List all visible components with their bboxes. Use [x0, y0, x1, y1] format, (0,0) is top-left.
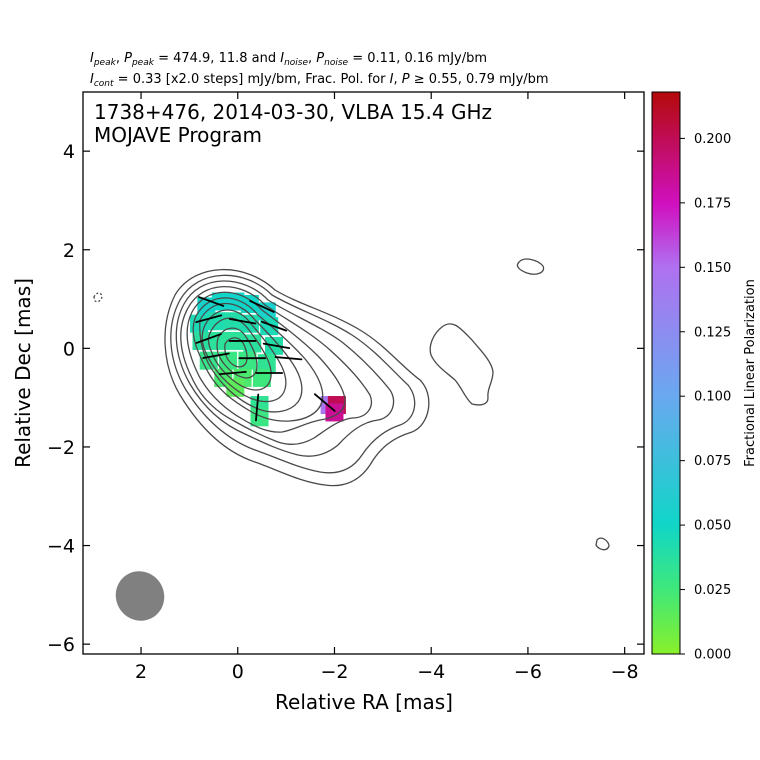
polarization-pixel: [223, 312, 242, 331]
header-line-1: Ipeak, Ppeak = 474.9, 11.8 and Inoise, P…: [90, 51, 487, 68]
polarization-pixel: [226, 292, 245, 311]
evpa-vector: [198, 296, 225, 307]
evpa-vector: [249, 300, 275, 313]
evpa-vector-layer: [195, 296, 336, 422]
colorbar-tick-label: 0.125: [694, 325, 731, 340]
polarization-pixel: [250, 408, 269, 427]
y-tick-label: 4: [63, 141, 75, 163]
contour-11: [224, 337, 248, 368]
axes-layer: 2 0 −2 −4 −6 −8 −6 −4 −2 0 2 4: [47, 92, 644, 683]
x-tick-label: 0: [232, 661, 244, 683]
x-tick-label: −4: [417, 661, 445, 683]
contour-8: [201, 309, 287, 403]
y-tick-label: −4: [47, 536, 75, 558]
colorbar-ticks: 0.000 0.025 0.050 0.075 0.100 0.125 0.150 0.175…: [680, 132, 731, 663]
contour-10: [216, 327, 258, 379]
colorbar-tick-label: 0.150: [694, 261, 731, 276]
y-tick-label: 2: [63, 240, 75, 262]
x-axis-label: Relative RA [mas]: [275, 690, 453, 714]
plot-background: [83, 92, 644, 654]
polarization-pixel: [238, 351, 257, 370]
polarization-pixel: [240, 294, 259, 313]
contour-jet-component: [429, 323, 494, 406]
colorbar-label: Fractional Linear Polarization: [743, 279, 758, 467]
contour-island-ne: [516, 258, 545, 275]
contour-9: [207, 317, 272, 391]
contour-7: [199, 303, 303, 413]
evpa-vector: [219, 370, 247, 376]
y-tick-label: −6: [47, 634, 75, 656]
contour-4: [180, 286, 372, 445]
polarization-pixel: [211, 292, 230, 311]
colorbar-tick-label: 0.050: [694, 519, 731, 534]
header-line-2: Icont = 0.33 [x2.0 steps] mJy/bm, Frac. …: [90, 72, 549, 89]
x-tick-label: −6: [514, 661, 542, 683]
colorbar: [651, 91, 681, 655]
colorbar-tick-label: 0.025: [694, 583, 731, 598]
polarization-pixel: [206, 312, 225, 331]
contour-layer: [93, 258, 610, 551]
contour-2: [170, 274, 416, 474]
evpa-vector: [274, 356, 303, 361]
contour-6: [192, 297, 324, 422]
plot-title-line-1: 1738+476, 2014-03-30, VLBA 15.4 GHz: [94, 100, 492, 124]
contour-island-se: [595, 537, 610, 551]
evpa-vector: [313, 393, 336, 412]
x-tick-label: −8: [611, 661, 639, 683]
plot-content: [93, 258, 610, 621]
y-tick-label: 0: [63, 338, 75, 360]
contour-5: [186, 291, 346, 433]
evpa-vector: [195, 333, 222, 344]
plot-frame: [82, 91, 645, 655]
colorbar-tick-label: 0.000: [694, 648, 731, 663]
colorbar-tick-label: 0.100: [694, 390, 731, 405]
x-tick-label: −2: [320, 661, 348, 683]
contour-island-w: [93, 292, 103, 303]
colorbar-tick-label: 0.175: [694, 196, 731, 211]
colorbar-tick-label: 0.200: [694, 132, 731, 147]
contour-1: [164, 268, 430, 487]
evpa-vector: [228, 318, 257, 325]
contour-3: [175, 280, 395, 457]
evpa-vector: [202, 352, 230, 359]
x-tick-label: 2: [135, 661, 147, 683]
beam-ellipse: [115, 571, 165, 621]
evpa-vector: [195, 314, 223, 324]
plot-title-line-2: MOJAVE Program: [94, 123, 262, 147]
evpa-vector: [262, 342, 291, 350]
y-axis-label: Relative Dec [mas]: [11, 278, 35, 468]
y-tick-label: −2: [47, 437, 75, 459]
evpa-vector: [255, 393, 260, 422]
colorbar-tick-label: 0.075: [694, 454, 731, 469]
evpa-vector: [260, 320, 288, 332]
